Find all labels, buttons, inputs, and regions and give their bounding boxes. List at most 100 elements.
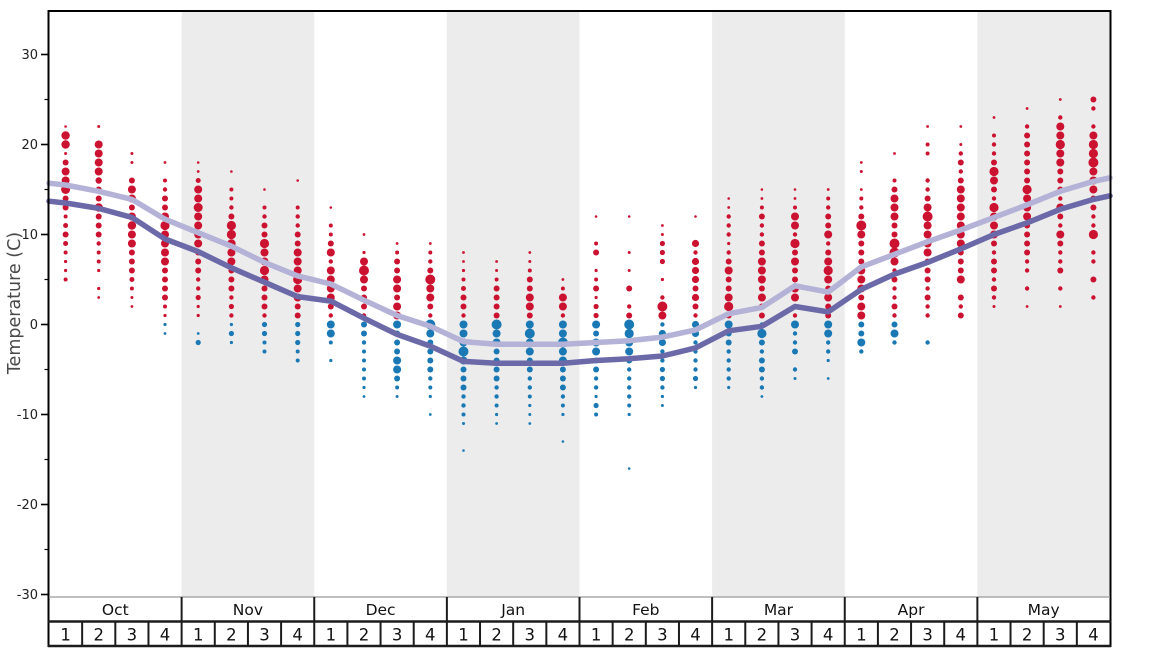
warm-temp-dot (162, 195, 168, 202)
warm-temp-dot (63, 223, 69, 228)
warm-temp-dot (329, 206, 333, 209)
warm-temp-dot (96, 250, 101, 255)
warm-temp-dot (61, 167, 70, 176)
warm-temp-dot (1024, 259, 1030, 264)
warm-temp-dot (1091, 106, 1096, 111)
warm-temp-dot (1058, 250, 1063, 255)
cold-temp-dot (826, 349, 831, 354)
warm-temp-dot (163, 313, 167, 318)
warm-temp-dot (826, 188, 830, 191)
cold-temp-dot (426, 329, 435, 338)
warm-temp-dot (990, 176, 998, 185)
month-label: Apr (898, 601, 925, 619)
warm-temp-dot (990, 221, 998, 230)
warm-temp-dot (128, 249, 135, 256)
warm-temp-dot (693, 250, 698, 255)
cold-temp-dot (395, 385, 400, 390)
warm-temp-dot (1022, 184, 1032, 195)
warm-temp-dot (361, 303, 367, 310)
warm-temp-dot (757, 293, 766, 302)
warm-temp-dot (558, 293, 567, 302)
warm-temp-dot (426, 284, 435, 293)
cold-temp-dot (492, 329, 501, 338)
cold-temp-dot (295, 358, 300, 363)
cold-temp-dot (859, 349, 864, 354)
cold-temp-dot (561, 412, 565, 417)
cold-temp-dot (527, 385, 532, 390)
cold-temp-dot (724, 320, 733, 329)
warm-temp-dot (228, 285, 235, 292)
warm-temp-dot (294, 231, 301, 238)
cold-temp-dot (362, 367, 366, 372)
warm-temp-dot (957, 294, 964, 301)
warm-temp-dot (493, 312, 500, 319)
week-label: 4 (292, 626, 303, 645)
warm-temp-dot (394, 258, 401, 265)
warm-temp-dot (593, 303, 599, 310)
warm-temp-dot (991, 196, 997, 201)
warm-temp-dot (1058, 196, 1063, 201)
warm-temp-dot (194, 194, 203, 203)
cold-temp-dot (427, 348, 434, 355)
average-min-temperature-line (46, 193, 1113, 366)
cold-temp-dot (760, 395, 764, 398)
cold-temp-dot (393, 320, 402, 329)
cold-temp-dot (195, 339, 201, 346)
warm-temp-dot (594, 241, 599, 246)
week-label: 2 (491, 626, 502, 645)
warm-temp-dot (296, 179, 300, 182)
warm-temp-dot (226, 229, 236, 240)
warm-temp-dot (826, 241, 831, 246)
cold-temp-dot (560, 394, 566, 399)
y-tick-label: -10 (17, 408, 38, 423)
warm-temp-dot (127, 239, 136, 248)
warm-temp-dot (792, 313, 798, 318)
cold-temp-dot (726, 349, 731, 354)
warm-temp-dot (64, 259, 68, 264)
warm-temp-dot (326, 248, 335, 257)
cold-temp-dot (659, 375, 666, 382)
cold-temp-dot (524, 328, 535, 339)
warm-temp-dot (857, 275, 866, 284)
y-tick-label: 0 (30, 318, 38, 333)
month-label: May (1028, 601, 1060, 619)
cold-temp-dot (791, 320, 799, 329)
warm-temp-dot (890, 257, 899, 266)
warm-temp-dot (957, 267, 964, 274)
cold-temp-dot (361, 330, 367, 337)
warm-temp-dot (593, 312, 599, 319)
warm-temp-dot (923, 248, 932, 257)
warm-temp-dot (1091, 295, 1096, 300)
warm-temp-dot (793, 205, 797, 210)
month-label: Mar (764, 601, 794, 619)
warm-temp-dot (922, 211, 933, 222)
warm-temp-dot (1023, 212, 1032, 221)
y-tick-label: 30 (21, 48, 38, 63)
cold-temp-dot (262, 340, 267, 345)
week-label: 2 (624, 626, 635, 645)
warm-temp-dot (1088, 229, 1098, 240)
cold-temp-dot (461, 403, 466, 408)
warm-temp-dot (593, 285, 600, 292)
warm-temp-dot (859, 188, 863, 191)
cold-temp-dot (362, 376, 366, 381)
warm-temp-dot (393, 302, 402, 311)
warm-temp-dot (229, 196, 234, 201)
warm-temp-dot (558, 302, 567, 311)
warm-temp-dot (956, 275, 965, 284)
warm-temp-dot (194, 212, 203, 221)
warm-temp-dot (793, 188, 797, 191)
warm-temp-dot (196, 170, 200, 173)
cold-temp-dot (824, 320, 833, 329)
cold-temp-dot (428, 385, 433, 390)
cold-temp-dot (592, 347, 601, 356)
cold-temp-dot (196, 332, 200, 335)
warm-temp-dot (759, 205, 764, 210)
warm-temp-dot (594, 295, 598, 300)
week-label: 4 (1088, 626, 1099, 645)
warm-temp-dot (726, 223, 731, 228)
month-shading-band (181, 11, 315, 597)
warm-temp-dot (395, 242, 399, 245)
warm-temp-dot (859, 161, 863, 164)
warm-temp-dot (1056, 131, 1065, 140)
